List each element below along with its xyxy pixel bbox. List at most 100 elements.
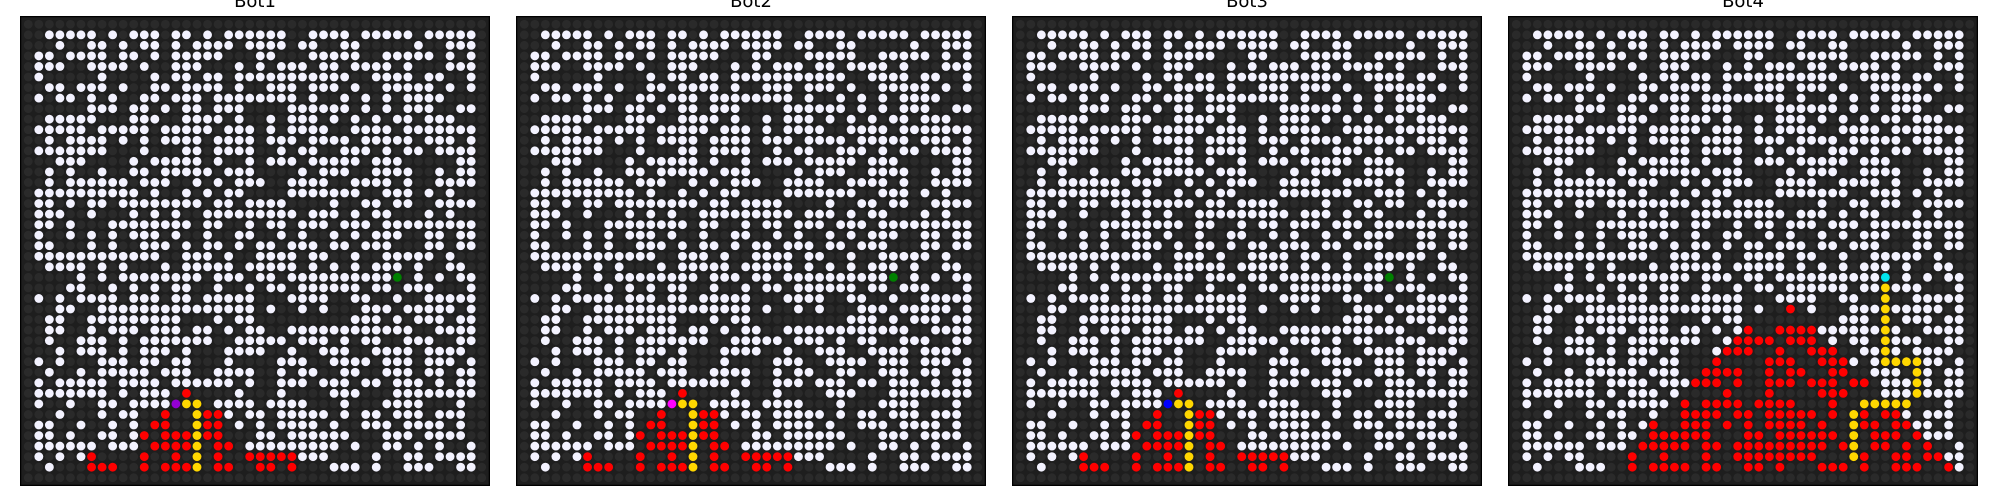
open-cell [1174,30,1183,39]
open-cell [66,378,75,387]
wall-cell [520,315,529,324]
open-cell [309,73,318,82]
wall-cell [119,210,128,219]
open-cell [224,167,233,176]
wall-cell [129,94,138,103]
open-cell [646,73,655,82]
open-cell [171,136,180,145]
open-cell [98,199,107,208]
wall-cell [24,30,33,39]
wall-cell [1037,20,1046,29]
open-cell [678,283,687,292]
open-cell [393,347,402,356]
open-cell [1343,83,1352,92]
wall-cell [699,94,708,103]
wall-cell [952,252,961,261]
wall-cell [245,20,254,29]
wall-cell [667,410,676,419]
wall-cell [847,241,856,250]
open-cell [1142,252,1151,261]
open-cell [847,326,856,335]
open-cell [583,104,592,113]
open-cell [1206,136,1215,145]
open-cell [298,115,307,124]
open-cell [393,115,402,124]
wall-cell [414,347,423,356]
open-cell [583,115,592,124]
open-cell [836,146,845,155]
wall-cell [699,62,708,71]
wall-cell [477,146,486,155]
wall-cell [393,146,402,155]
open-cell [899,336,908,345]
wall-cell [1332,115,1341,124]
open-cell [868,421,877,430]
open-cell [952,378,961,387]
open-cell [171,315,180,324]
open-cell [868,231,877,240]
open-cell [1269,136,1278,145]
open-cell [731,389,740,398]
wall-cell [266,104,275,113]
open-cell [615,262,624,271]
wall-cell [1385,241,1394,250]
wall-cell [604,336,613,345]
open-cell [266,73,275,82]
wall-cell [361,431,370,440]
open-cell [66,94,75,103]
wall-cell [1279,146,1288,155]
open-cell [1332,73,1341,82]
wall-cell [530,305,539,314]
wall-cell [1132,20,1141,29]
open-cell [330,115,339,124]
open-cell [87,378,96,387]
wall-cell [161,41,170,50]
wall-cell [899,210,908,219]
open-cell [847,220,856,229]
wall-cell [1248,167,1257,176]
wall-cell [1111,167,1120,176]
open-cell [55,410,64,419]
fire-cell [741,452,750,461]
open-cell [340,220,349,229]
open-cell [1227,210,1236,219]
wall-cell [1037,283,1046,292]
wall-cell [340,452,349,461]
open-cell [1058,167,1067,176]
open-cell [414,51,423,60]
open-cell [456,336,465,345]
wall-cell [551,336,560,345]
open-cell [403,336,412,345]
open-cell [372,283,381,292]
wall-cell [203,452,212,461]
open-cell [1069,189,1078,198]
open-cell [878,326,887,335]
open-cell [256,262,265,271]
wall-cell [140,83,149,92]
wall-cell [140,473,149,482]
open-cell [98,104,107,113]
wall-cell [319,368,328,377]
open-cell [815,410,824,419]
wall-cell [1248,231,1257,240]
panel-bot2: Bot2 [516,0,986,500]
wall-cell [1406,210,1415,219]
open-cell [1406,94,1415,103]
open-cell [625,378,634,387]
open-cell [551,30,560,39]
open-cell [203,294,212,303]
open-cell [287,273,296,282]
open-cell [161,125,170,134]
open-cell [1395,178,1404,187]
open-cell [583,336,592,345]
open-cell [910,315,919,324]
wall-cell [910,294,919,303]
wall-cell [857,399,866,408]
open-cell [573,262,582,271]
open-cell [1237,94,1246,103]
wall-cell [1185,220,1194,229]
wall-cell [1216,83,1225,92]
open-cell [1311,73,1320,82]
open-cell [414,305,423,314]
wall-cell [98,94,107,103]
